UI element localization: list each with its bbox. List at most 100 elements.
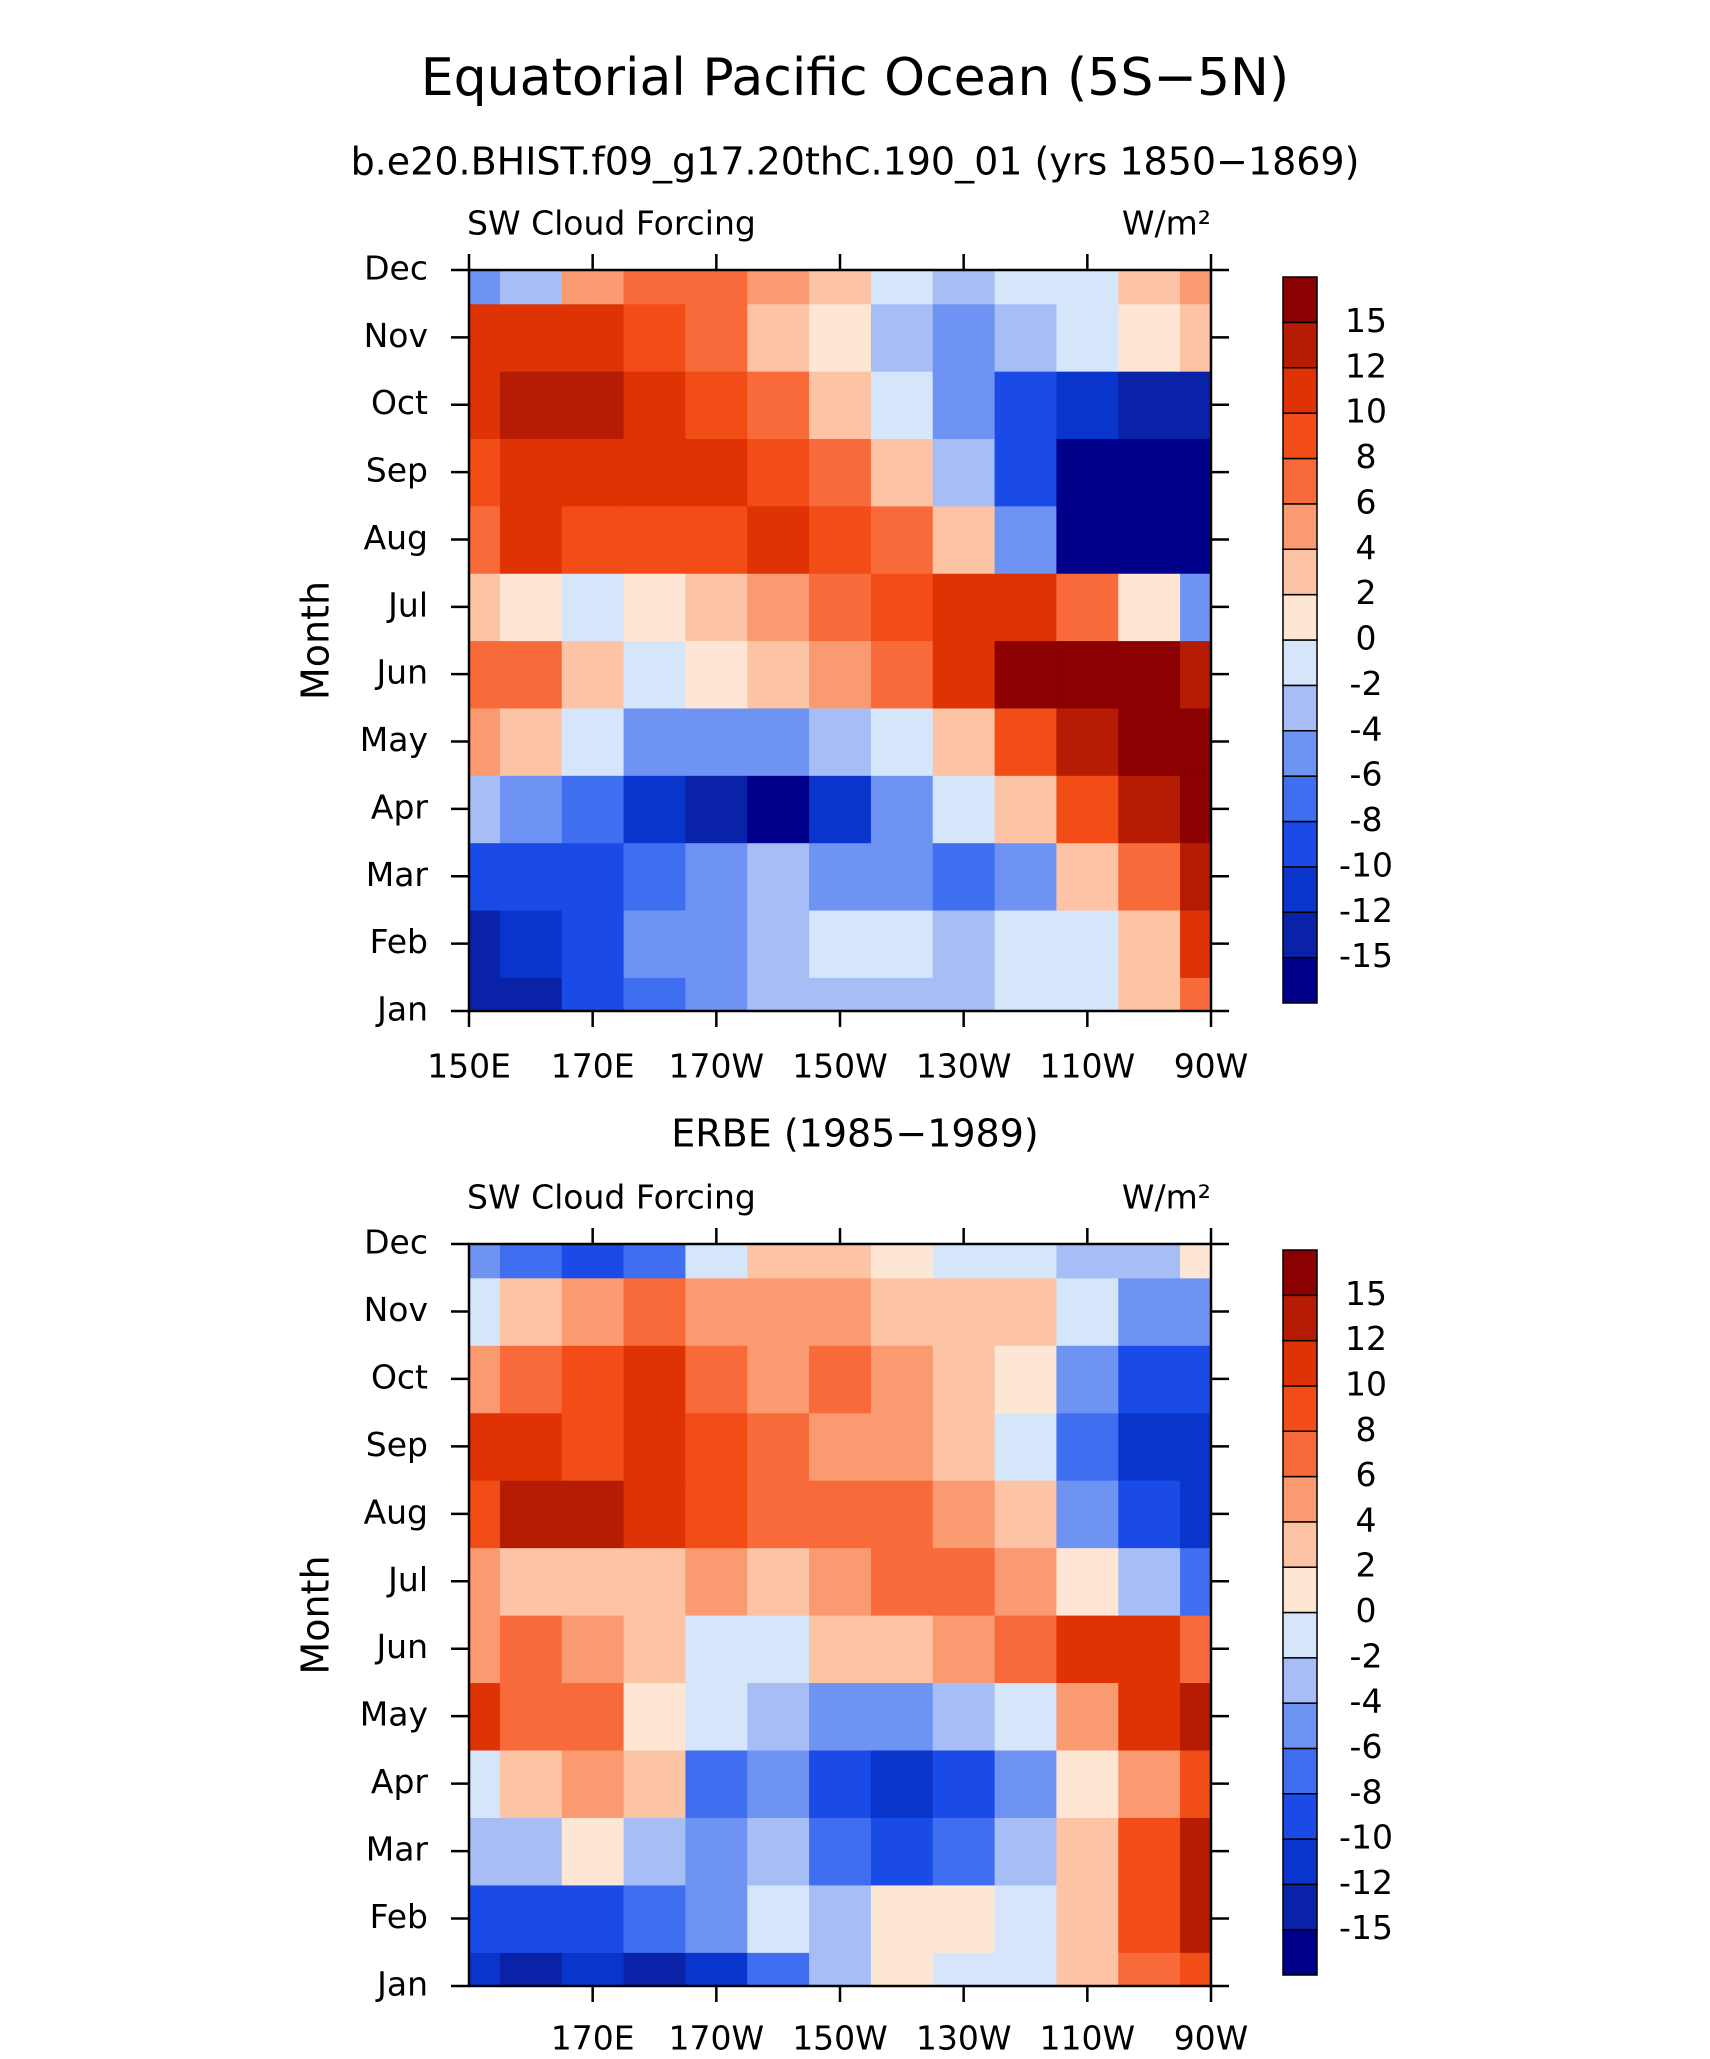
x-tick-label: 170E bbox=[551, 2019, 635, 2058]
contour-cell bbox=[499, 1480, 563, 1549]
contour-cell bbox=[994, 270, 1058, 305]
colorbar-label: -6 bbox=[1350, 755, 1383, 794]
contour-cell bbox=[1056, 977, 1119, 1012]
contour-cell bbox=[1118, 505, 1181, 574]
colorbar-label: -4 bbox=[1350, 709, 1383, 748]
colorbar-box bbox=[1282, 1928, 1318, 1976]
contour-cell bbox=[1056, 1412, 1119, 1481]
contour-cell bbox=[1180, 1817, 1212, 1886]
colorbar-label: 10 bbox=[1345, 392, 1387, 431]
contour-cell bbox=[685, 842, 748, 911]
contour-cell bbox=[1056, 1244, 1119, 1279]
contour-cell bbox=[623, 640, 687, 709]
colorbar-label: 10 bbox=[1345, 1364, 1387, 1403]
colorbar-label: 4 bbox=[1356, 1500, 1377, 1539]
contour-cell bbox=[747, 505, 810, 574]
contour-cell bbox=[994, 1480, 1058, 1549]
contour-cell bbox=[809, 1952, 872, 1987]
contour-cell bbox=[623, 371, 687, 440]
contour-cell bbox=[685, 371, 748, 440]
contour-cell bbox=[747, 371, 810, 440]
x-tick-label: 90W bbox=[1174, 2019, 1249, 2058]
contour-cell bbox=[932, 1952, 996, 1987]
contour-cell bbox=[685, 270, 748, 305]
contour-cell bbox=[1118, 1817, 1181, 1886]
contour-cell bbox=[499, 1884, 563, 1953]
contour-cell bbox=[685, 707, 748, 776]
contour-cell bbox=[747, 573, 810, 642]
colorbar-box bbox=[1282, 775, 1318, 823]
contour-cell bbox=[685, 977, 748, 1012]
contour-cell bbox=[870, 707, 934, 776]
y-tick-label: May bbox=[360, 720, 428, 759]
contour-cell bbox=[1118, 909, 1181, 978]
contour-cell bbox=[685, 1547, 748, 1616]
contour-cell bbox=[870, 505, 934, 574]
y-tick-label: Jul bbox=[386, 1560, 428, 1599]
colorbar-box bbox=[1282, 276, 1318, 324]
contour-cell bbox=[932, 842, 996, 911]
contour-cell bbox=[870, 1884, 934, 1953]
x-tick-label: 90W bbox=[1174, 1047, 1249, 1086]
contour-cell bbox=[685, 640, 748, 709]
colorbar-label: 8 bbox=[1356, 437, 1377, 476]
contour-cell bbox=[1180, 573, 1212, 642]
contour-cell bbox=[932, 1547, 996, 1616]
colorbar-label: -15 bbox=[1339, 936, 1393, 975]
x-tick-label: 130W bbox=[916, 2019, 1012, 2058]
y-tick-label: Jan bbox=[375, 990, 428, 1029]
contour-cell bbox=[809, 909, 872, 978]
contour-cell bbox=[809, 1244, 872, 1279]
contour-cell bbox=[747, 842, 810, 911]
contour-cell bbox=[994, 977, 1058, 1012]
contour-cell bbox=[932, 573, 996, 642]
y-axis-label: Month bbox=[294, 581, 338, 700]
colorbar-box bbox=[1282, 457, 1318, 505]
contour-cell bbox=[1118, 1244, 1181, 1279]
contour-cell bbox=[685, 505, 748, 574]
contour-cell bbox=[870, 573, 934, 642]
right-label: W/m² bbox=[1122, 1178, 1211, 1217]
x-tick-label: 150W bbox=[792, 1047, 888, 1086]
contour-cell bbox=[561, 1615, 625, 1684]
colorbar-box bbox=[1282, 593, 1318, 641]
contour-cell bbox=[994, 640, 1058, 709]
x-tick-label: 170W bbox=[669, 1047, 765, 1086]
contour-cell bbox=[994, 1884, 1058, 1953]
contour-cell bbox=[932, 909, 996, 978]
contour-cell bbox=[499, 909, 563, 978]
contour-cell bbox=[499, 1952, 563, 1987]
contour-cell bbox=[1118, 1480, 1181, 1549]
contour-cell bbox=[994, 707, 1058, 776]
colorbar-label: -8 bbox=[1350, 1772, 1383, 1811]
contour-cell bbox=[809, 303, 872, 372]
contour-cell bbox=[499, 1244, 563, 1279]
y-tick-label: May bbox=[360, 1695, 428, 1734]
contour-cell bbox=[1056, 775, 1119, 844]
contour-cell bbox=[499, 1615, 563, 1684]
contour-cell bbox=[932, 1480, 996, 1549]
right-label: W/m² bbox=[1122, 204, 1211, 243]
contour-cell bbox=[469, 977, 501, 1012]
contour-cell bbox=[809, 1817, 872, 1886]
contour-cell bbox=[747, 1277, 810, 1346]
y-tick-label: Jun bbox=[374, 1627, 428, 1666]
colorbar-box bbox=[1282, 1883, 1318, 1931]
contour-cell bbox=[1180, 1345, 1212, 1414]
contour-cell bbox=[469, 438, 501, 507]
contour-cell bbox=[561, 1817, 625, 1886]
contour-cell bbox=[747, 1749, 810, 1818]
contour-cell bbox=[1056, 505, 1119, 574]
colorbar-box bbox=[1282, 1385, 1318, 1432]
contour-cell bbox=[469, 1547, 501, 1616]
contour-cell bbox=[1056, 573, 1119, 642]
contour-cell bbox=[932, 1682, 996, 1751]
contour-cell bbox=[469, 1277, 501, 1346]
colorbar-box bbox=[1282, 1747, 1318, 1795]
contour-cell bbox=[1056, 438, 1119, 507]
contour-cell bbox=[870, 371, 934, 440]
contour-cell bbox=[1118, 1277, 1181, 1346]
contour-cell bbox=[1180, 1244, 1212, 1279]
contour-cell bbox=[685, 303, 748, 372]
contour-cell bbox=[561, 371, 625, 440]
